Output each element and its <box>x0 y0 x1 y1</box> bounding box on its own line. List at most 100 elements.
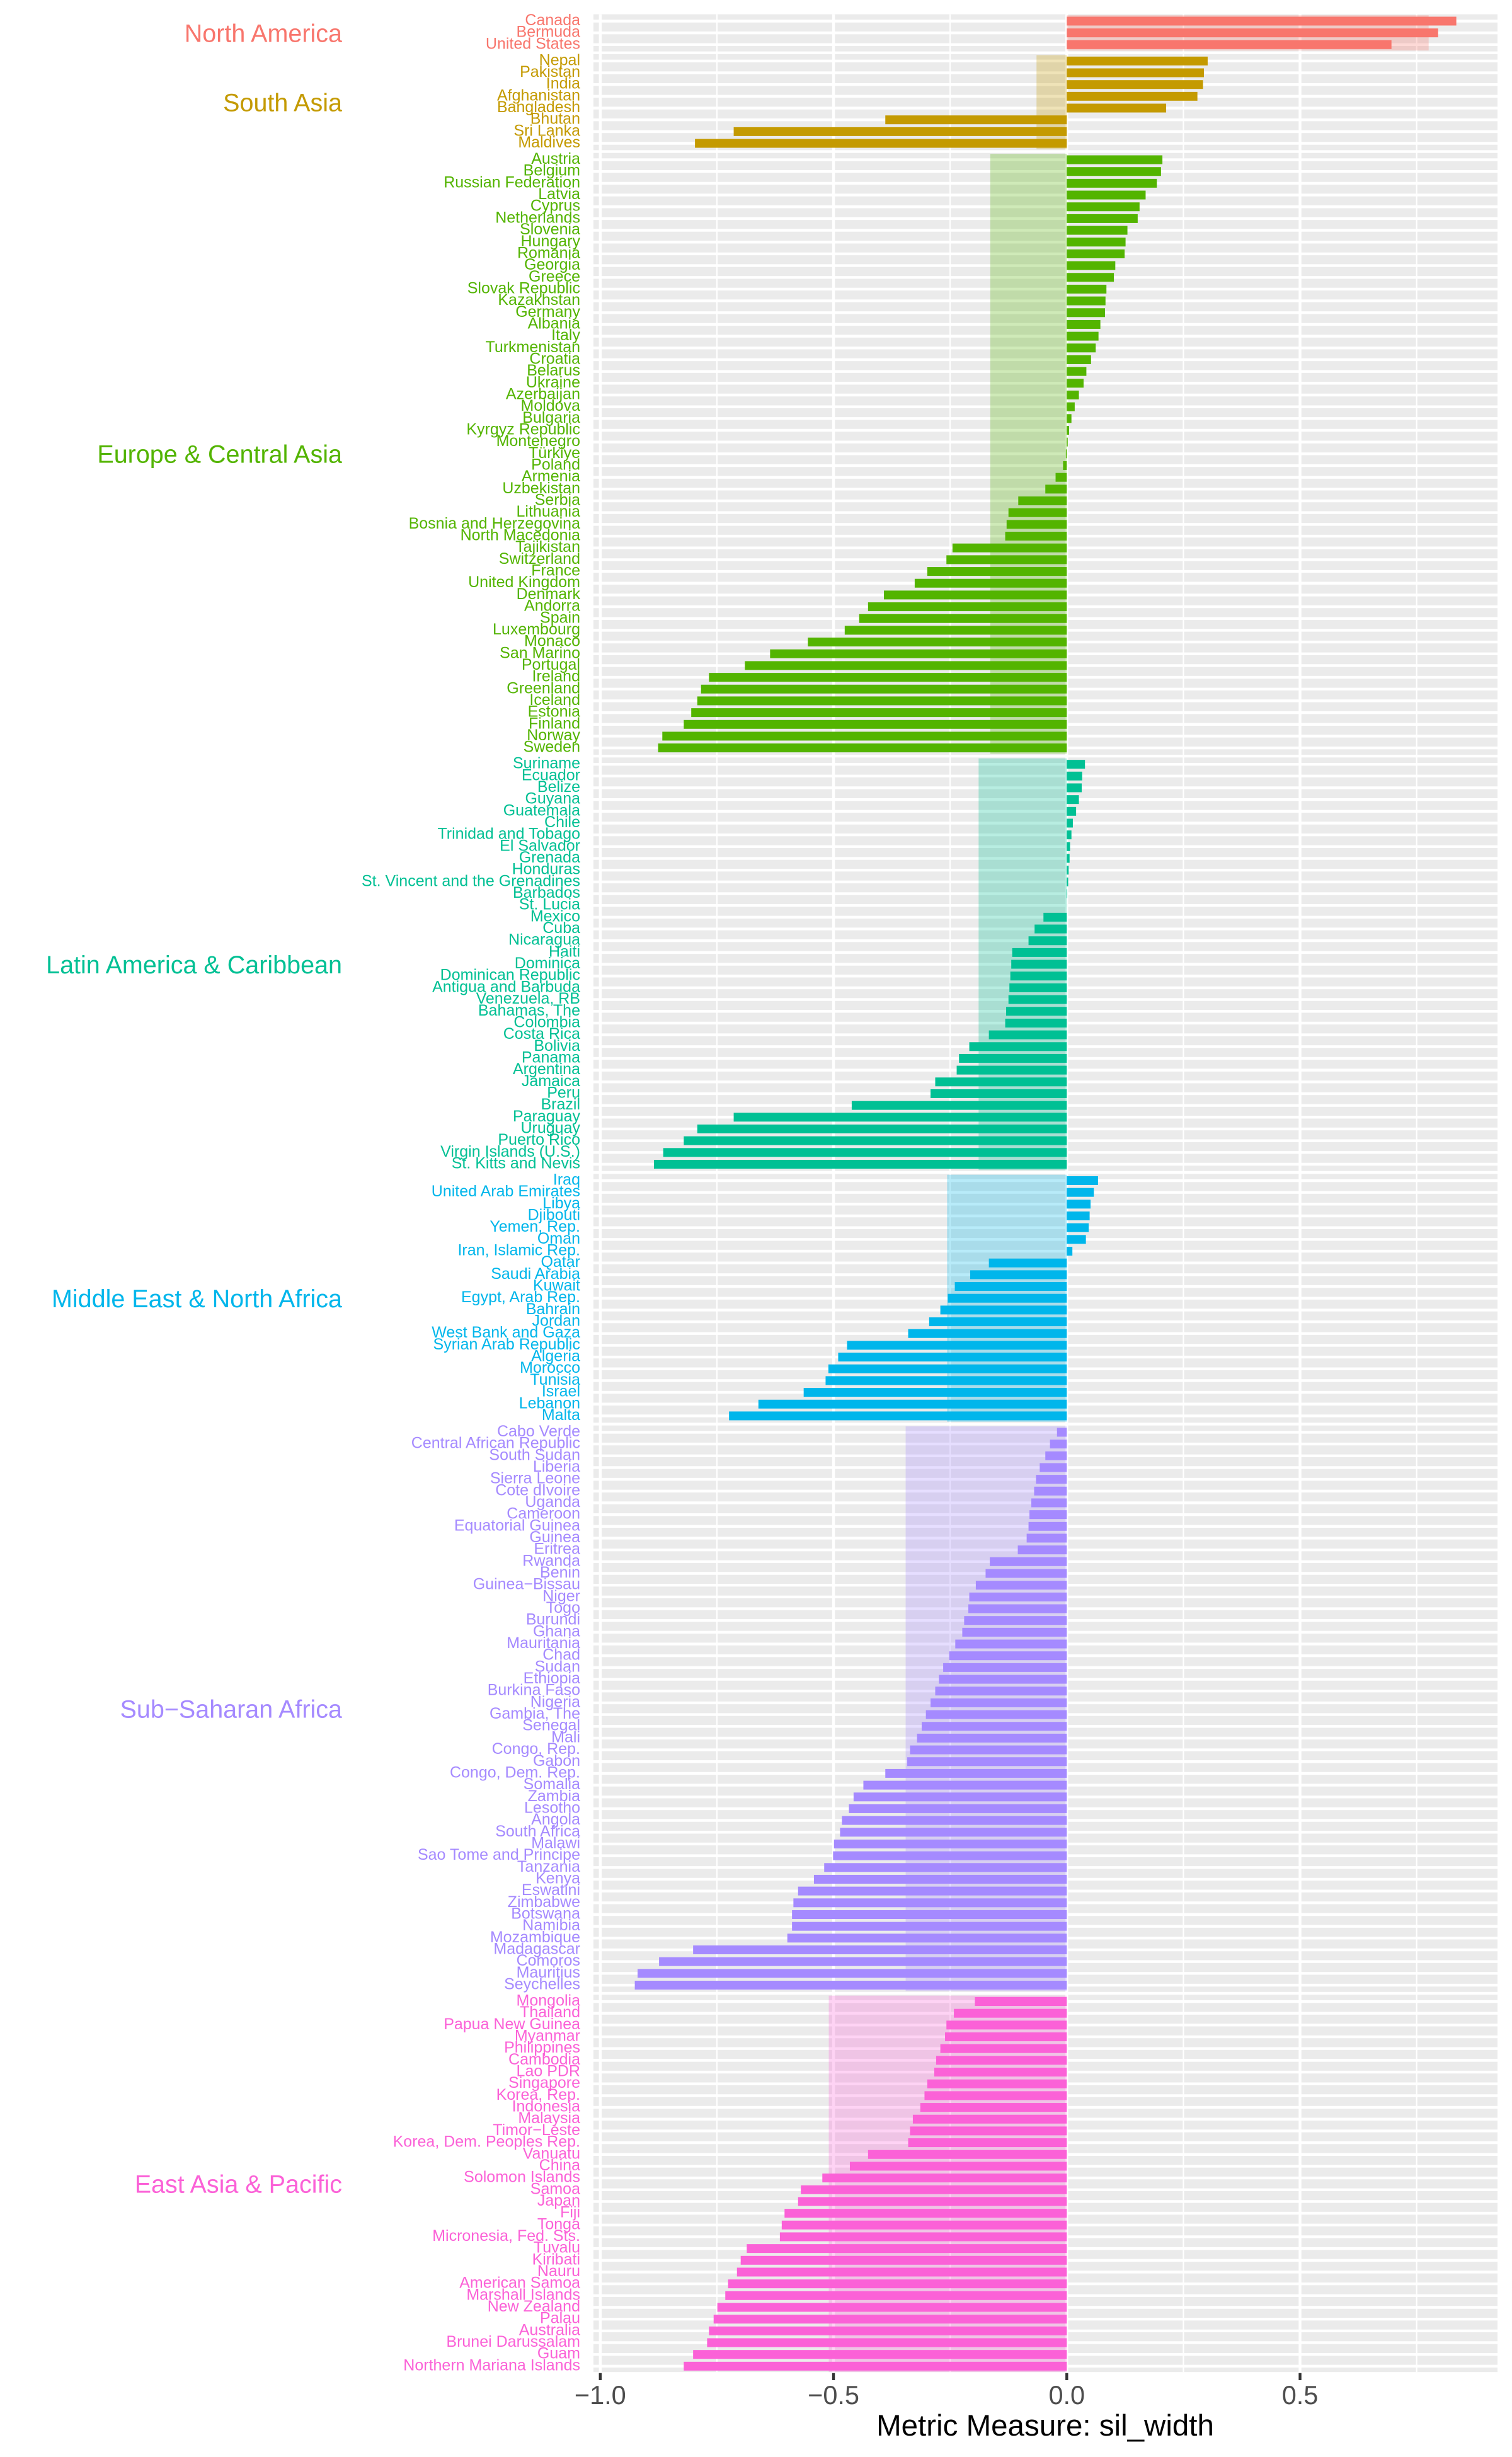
svg-text:Sao Tome and Principe: Sao Tome and Principe <box>418 1846 580 1864</box>
svg-text:Bhutan: Bhutan <box>530 110 580 128</box>
svg-text:Sweden: Sweden <box>524 738 580 756</box>
svg-text:Malta: Malta <box>542 1406 580 1424</box>
svg-text:Middle East & North Africa: Middle East & North Africa <box>52 1285 342 1313</box>
svg-text:Somalia: Somalia <box>524 1775 580 1793</box>
svg-text:Dominican Republic: Dominican Republic <box>440 966 580 984</box>
svg-text:Costa Rica: Costa Rica <box>503 1025 580 1043</box>
svg-text:Tanzania: Tanzania <box>517 1858 580 1876</box>
svg-text:Georgia: Georgia <box>524 256 580 273</box>
svg-text:Korea, Dem. Peoples Rep.: Korea, Dem. Peoples Rep. <box>393 2133 580 2151</box>
svg-text:Vanuatu: Vanuatu <box>523 2145 580 2162</box>
svg-text:Brazil: Brazil <box>541 1096 580 1113</box>
svg-text:Belarus: Belarus <box>527 362 580 379</box>
svg-text:Türkiye: Türkiye <box>529 444 580 462</box>
svg-text:Togo: Togo <box>546 1599 580 1617</box>
svg-text:−1.0: −1.0 <box>575 2380 626 2410</box>
svg-text:Nepal: Nepal <box>539 51 580 69</box>
svg-text:Djibouti: Djibouti <box>528 1206 580 1224</box>
svg-text:Ireland: Ireland <box>532 668 580 685</box>
svg-text:Namibia: Namibia <box>522 1916 580 1934</box>
svg-text:El Salvador: El Salvador <box>500 837 580 854</box>
svg-text:Guinea−Bissau: Guinea−Bissau <box>473 1576 580 1593</box>
svg-text:Congo, Rep.: Congo, Rep. <box>492 1740 580 1758</box>
svg-text:East Asia & Pacific: East Asia & Pacific <box>135 2171 342 2199</box>
svg-text:Italy: Italy <box>551 326 580 344</box>
svg-text:Tonga: Tonga <box>537 2215 580 2233</box>
svg-text:Lithuania: Lithuania <box>517 503 581 520</box>
svg-text:Denmark: Denmark <box>517 585 581 603</box>
svg-text:Peru: Peru <box>547 1084 580 1102</box>
svg-text:Congo, Dem. Rep.: Congo, Dem. Rep. <box>450 1763 580 1781</box>
svg-text:Marshall Islands: Marshall Islands <box>466 2286 580 2303</box>
svg-text:Albania: Albania <box>528 315 580 333</box>
svg-text:Greenland: Greenland <box>507 679 580 697</box>
svg-text:Malawi: Malawi <box>531 1835 580 1852</box>
svg-text:Qatar: Qatar <box>541 1253 580 1271</box>
svg-text:Ecuador: Ecuador <box>522 766 580 784</box>
svg-text:Portugal: Portugal <box>522 656 580 673</box>
svg-text:Colombia: Colombia <box>513 1013 580 1031</box>
svg-text:Mexico: Mexico <box>530 907 580 925</box>
svg-text:Cambodia: Cambodia <box>508 2051 580 2068</box>
svg-text:San Marino: San Marino <box>500 644 580 662</box>
svg-text:Sudan: Sudan <box>535 1658 580 1675</box>
svg-text:Finland: Finland <box>529 714 580 732</box>
svg-text:Uruguay: Uruguay <box>521 1120 581 1137</box>
svg-text:Austria: Austria <box>531 150 580 168</box>
svg-text:Micronesia, Fed. Sts.: Micronesia, Fed. Sts. <box>432 2227 580 2245</box>
svg-text:Equatorial Guinea: Equatorial Guinea <box>454 1516 580 1534</box>
svg-text:Paraguay: Paraguay <box>513 1108 581 1125</box>
svg-text:Chile: Chile <box>544 813 580 831</box>
svg-text:Venezuela, RB: Venezuela, RB <box>476 990 580 1007</box>
svg-text:Belize: Belize <box>537 778 580 796</box>
svg-text:Philippines: Philippines <box>504 2039 580 2056</box>
svg-text:Pakistan: Pakistan <box>520 63 580 81</box>
svg-text:Andorra: Andorra <box>524 597 580 615</box>
svg-text:Netherlands: Netherlands <box>495 209 580 226</box>
svg-text:Cabo Verde: Cabo Verde <box>497 1423 580 1440</box>
svg-text:Bosnia and Herzegovina: Bosnia and Herzegovina <box>409 515 580 532</box>
svg-text:Algeria: Algeria <box>531 1348 580 1365</box>
svg-text:Afghanistan: Afghanistan <box>497 86 580 104</box>
svg-text:Iran, Islamic Rep.: Iran, Islamic Rep. <box>457 1242 580 1259</box>
svg-text:Saudi Arabia: Saudi Arabia <box>491 1265 580 1283</box>
svg-text:Maldives: Maldives <box>518 134 580 151</box>
svg-text:Fiji: Fiji <box>560 2204 580 2221</box>
svg-text:France: France <box>531 562 580 580</box>
svg-text:Canada: Canada <box>525 11 580 29</box>
svg-text:Romania: Romania <box>517 244 580 261</box>
svg-text:Metric Measure: sil_width: Metric Measure: sil_width <box>876 2409 1214 2443</box>
svg-text:Iraq: Iraq <box>553 1171 580 1189</box>
svg-text:Tuvalu: Tuvalu <box>534 2239 580 2257</box>
svg-text:Sri Lanka: Sri Lanka <box>513 122 580 139</box>
svg-text:Slovak Republic: Slovak Republic <box>467 279 580 297</box>
svg-text:Mongolia: Mongolia <box>517 1992 581 2010</box>
svg-text:0.5: 0.5 <box>1282 2380 1319 2410</box>
svg-text:Eritrea: Eritrea <box>534 1540 580 1558</box>
svg-text:Gabon: Gabon <box>533 1752 580 1770</box>
svg-text:Turkmenistan: Turkmenistan <box>485 338 580 356</box>
svg-text:St. Lucia: St. Lucia <box>519 896 580 914</box>
svg-text:Germany: Germany <box>515 303 580 321</box>
svg-text:United States: United States <box>486 35 580 52</box>
svg-text:Timor−Leste: Timor−Leste <box>493 2121 580 2139</box>
svg-text:Guyana: Guyana <box>525 790 580 808</box>
svg-text:India: India <box>546 75 580 93</box>
svg-text:South Asia: South Asia <box>223 89 342 117</box>
svg-text:Virgin Islands (U.S.): Virgin Islands (U.S.) <box>440 1143 580 1160</box>
svg-text:Ghana: Ghana <box>533 1622 580 1640</box>
svg-text:New Zealand: New Zealand <box>488 2298 580 2315</box>
svg-text:Bulgaria: Bulgaria <box>522 409 580 427</box>
svg-text:South Sudan: South Sudan <box>489 1446 580 1463</box>
svg-text:Gambia, The: Gambia, The <box>490 1705 580 1722</box>
svg-text:Uganda: Uganda <box>525 1493 580 1511</box>
svg-text:South Africa: South Africa <box>495 1823 580 1840</box>
svg-text:Azerbaijan: Azerbaijan <box>506 386 580 403</box>
svg-text:Myanmar: Myanmar <box>515 2027 580 2045</box>
svg-text:Panama: Panama <box>522 1048 580 1066</box>
svg-text:Bangladesh: Bangladesh <box>497 98 580 116</box>
svg-text:Kiribati: Kiribati <box>532 2250 580 2268</box>
svg-text:Senegal: Senegal <box>522 1717 580 1734</box>
svg-text:Bolivia: Bolivia <box>534 1037 580 1055</box>
svg-text:Cote dIvoire: Cote dIvoire <box>495 1481 580 1499</box>
